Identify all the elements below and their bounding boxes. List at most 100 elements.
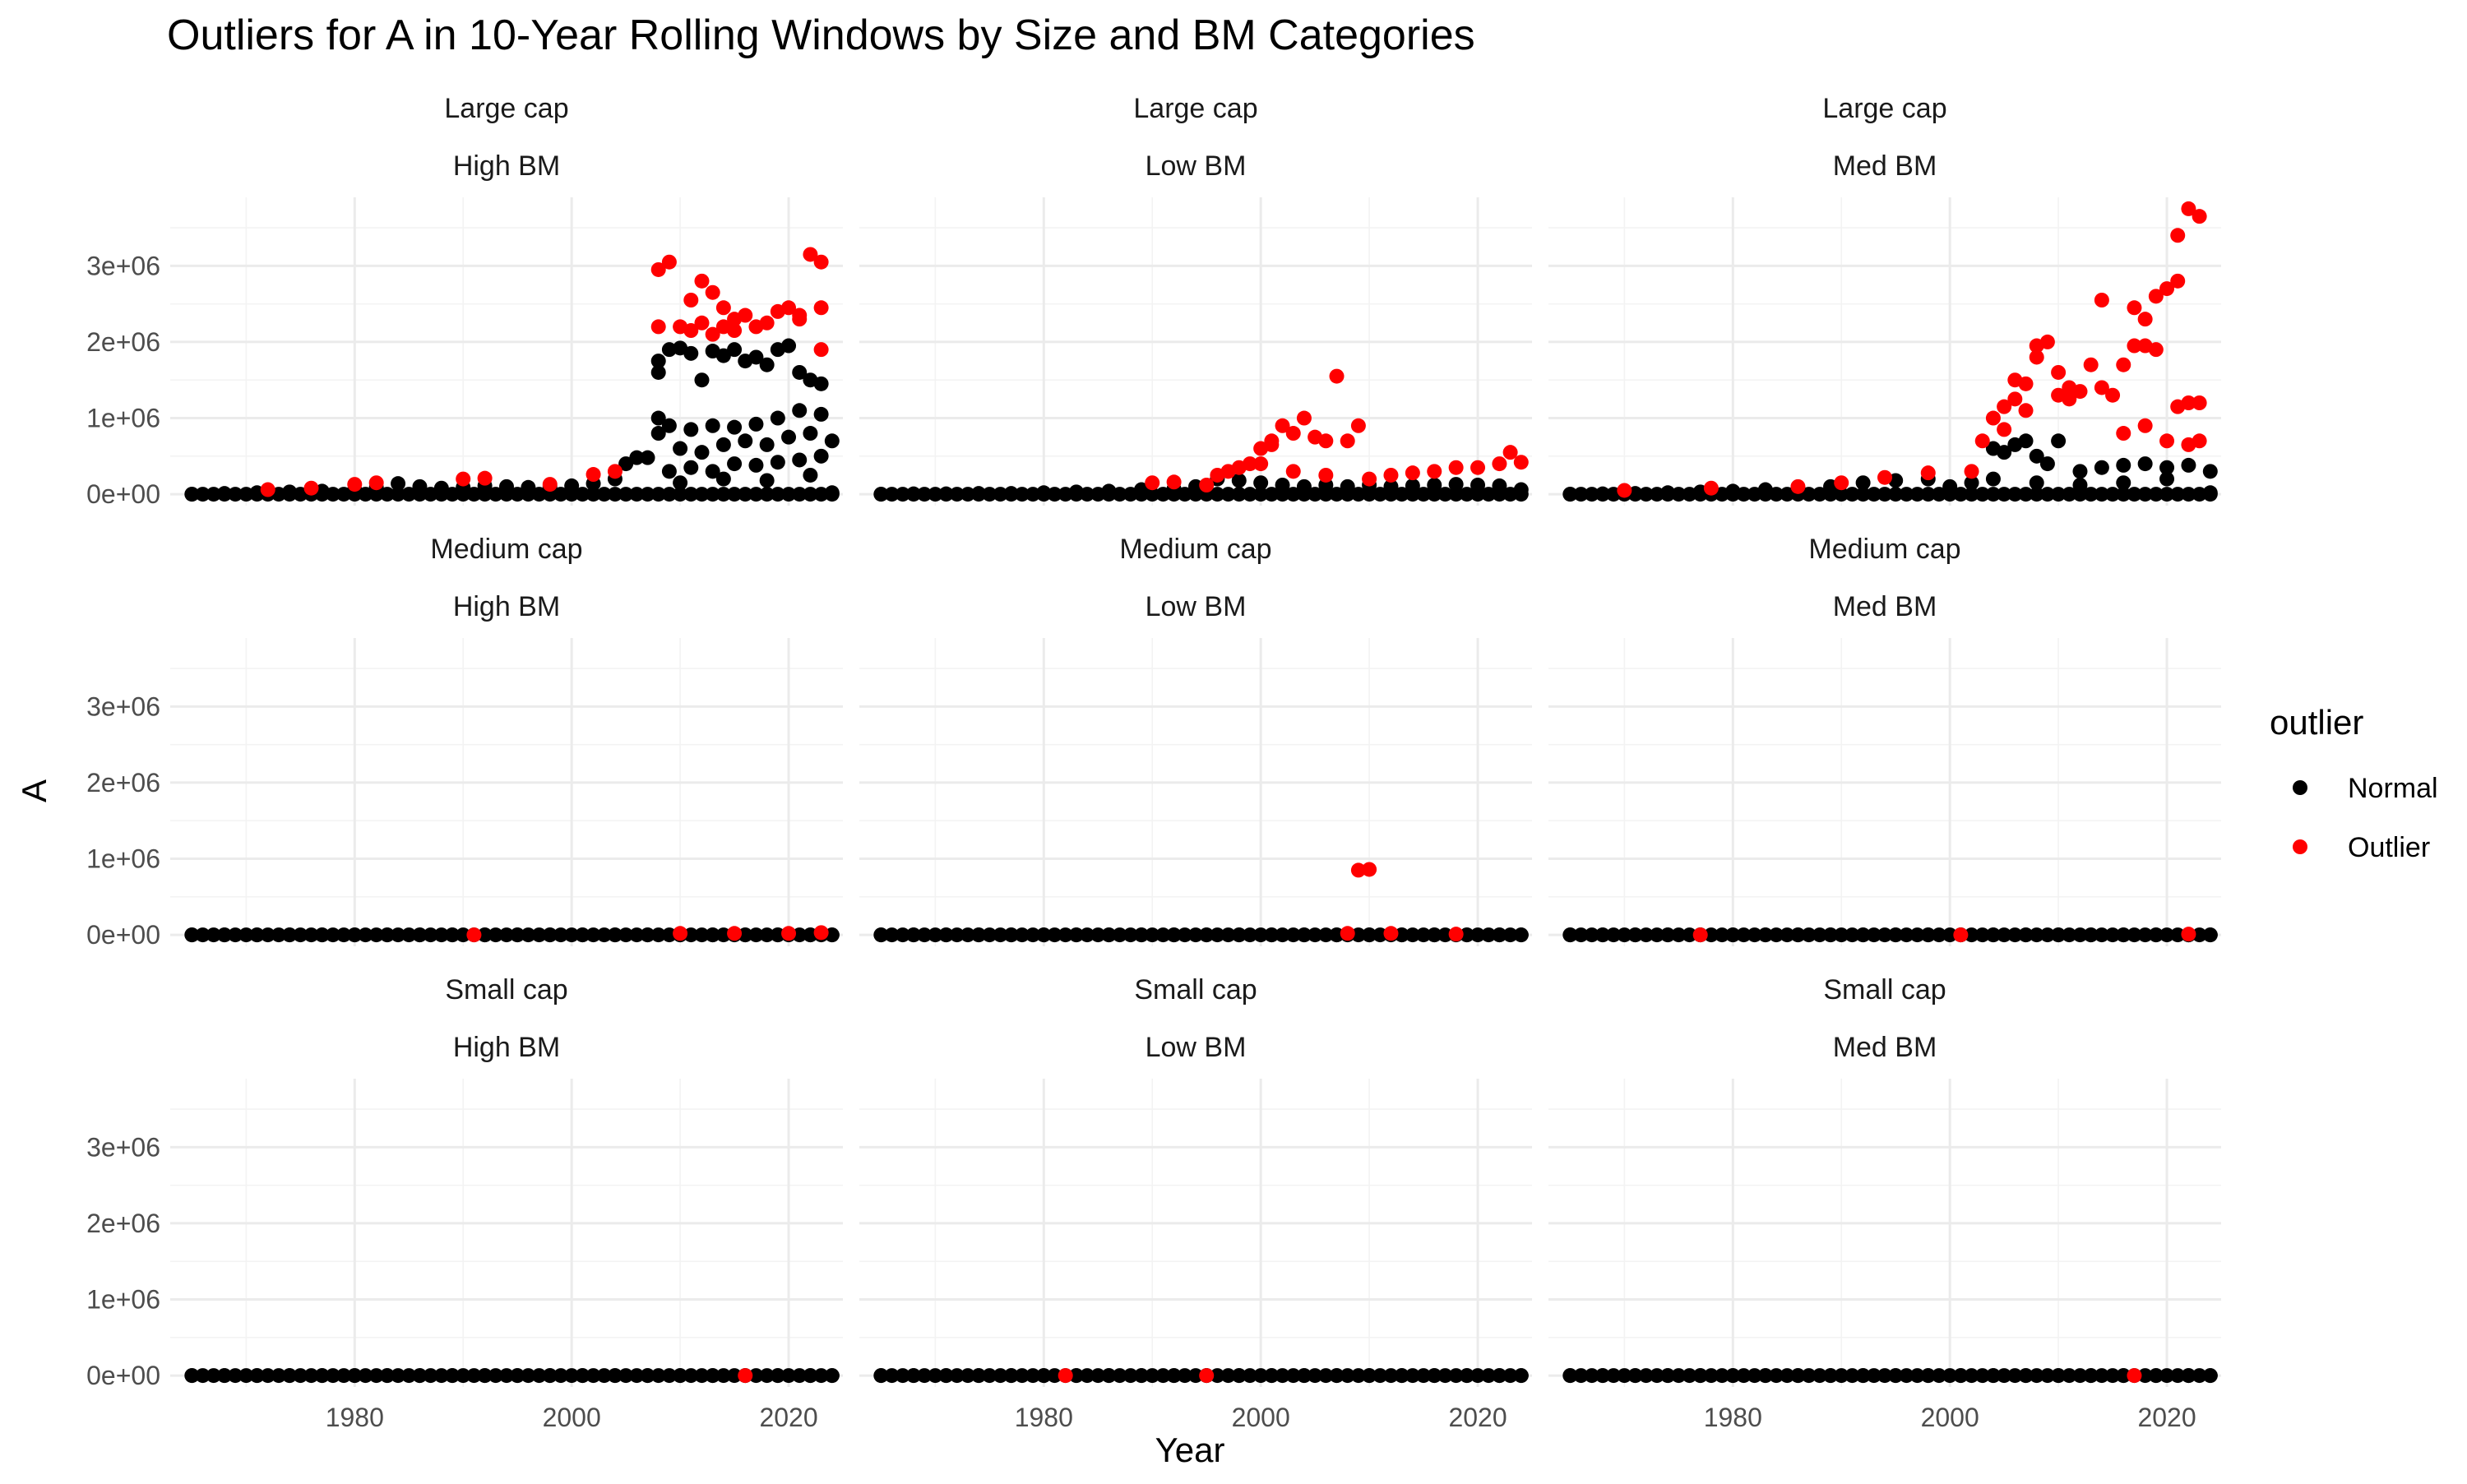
data-point-normal [466,1368,482,1384]
data-point-outlier [803,247,818,262]
data-point-normal [249,1368,265,1384]
data-point-normal [738,433,753,449]
data-point-normal [2051,433,2067,449]
data-point-normal [1606,1368,1622,1384]
data-point-normal [596,487,612,502]
data-point-normal [673,441,688,456]
data-point-normal [993,1368,1008,1384]
x-tick-label: 1980 [326,1403,384,1432]
y-tick-label: 0e+00 [86,1361,160,1390]
data-point-normal [2018,487,2034,502]
data-point-normal [206,1368,221,1384]
panel-large-cap-med-bm: Large cap Med BM [1548,93,2221,506]
data-point-normal [1166,927,1182,943]
data-point-outlier [727,926,743,941]
data-point-outlier [1692,927,1708,943]
data-point-normal [1997,487,2012,502]
data-point-normal [1350,927,1366,943]
data-point-normal [325,927,340,943]
data-point-normal [650,364,666,380]
data-point-outlier [1877,469,1892,485]
data-point-normal [715,927,731,943]
data-point-normal [813,376,829,391]
data-point-normal [748,487,764,502]
data-point-normal [770,927,785,943]
strip-label-bm: Low BM [1146,150,1247,182]
x-axis-title: Year [1155,1431,1225,1469]
data-point-normal [2181,1368,2196,1384]
data-point-normal [423,1368,438,1384]
data-point-normal [607,487,623,502]
data-point-normal [1671,927,1687,943]
data-point-normal [759,473,775,488]
data-point-normal [1308,927,1323,943]
data-point-normal [2127,927,2142,943]
data-point-normal [1899,927,1914,943]
y-axis-title: A [15,779,53,802]
data-point-normal [949,487,965,502]
data-point-outlier [2039,334,2055,349]
data-point-normal [1627,1368,1643,1384]
data-point-outlier [1318,467,1334,483]
data-point-outlier [1448,460,1464,475]
data-point-normal [629,450,645,465]
series-outlier [1692,927,2196,943]
data-point-normal [618,1368,634,1384]
data-point-outlier [650,319,666,335]
data-point-normal [1855,1368,1871,1384]
data-point-normal [1747,1368,1762,1384]
data-point-outlier [2094,293,2109,307]
data-point-normal [1383,1368,1399,1384]
data-point-normal [1595,927,1610,943]
data-point-normal [781,429,797,445]
data-point-normal [2202,1368,2218,1384]
data-point-normal [564,1368,580,1384]
data-point-outlier [2192,395,2207,410]
data-point-normal [1285,1368,1301,1384]
legend-key-outlier [2293,839,2307,854]
panel-medium-cap-med-bm: Medium cap Med BM [1548,534,2221,946]
series-normal [184,1368,840,1384]
data-point-normal [314,1368,330,1384]
data-point-normal [1812,487,1827,502]
minor-gridlines [1548,197,2221,506]
data-point-normal [905,927,921,943]
data-point-normal [1844,927,1860,943]
data-point-normal [960,487,975,502]
data-point-outlier [1427,464,1442,479]
data-point-normal [824,433,840,449]
data-point-outlier [1953,927,1969,943]
data-point-normal [249,927,265,943]
data-point-normal [1448,477,1464,492]
data-point-normal [1513,1368,1529,1384]
minor-gridlines [1548,1079,2221,1387]
data-point-normal [759,927,775,943]
data-point-normal [510,1368,525,1384]
data-point-normal [1036,1368,1052,1384]
data-point-normal [445,927,461,943]
data-point-normal [2105,927,2121,943]
data-point-normal [905,486,921,502]
data-point-normal [694,487,710,502]
data-point-normal [1855,475,1871,491]
data-point-normal [1014,927,1030,943]
data-point-outlier [1166,474,1182,490]
data-point-normal [1638,927,1654,943]
data-point-normal [282,927,298,943]
data-point-normal [1427,478,1442,492]
data-point-normal [1416,487,1432,502]
data-point-outlier [477,470,493,486]
series-normal [1562,433,2218,502]
y-tick-label: 3e+06 [86,251,160,280]
data-point-normal [1481,1368,1497,1384]
data-point-normal [2192,487,2207,502]
data-point-normal [238,927,254,943]
data-point-outlier [607,464,623,479]
data-point-normal [1427,1368,1442,1384]
data-point-outlier [673,926,688,941]
data-point-normal [803,1368,818,1384]
data-point-normal [368,1368,384,1384]
data-point-normal [1834,927,1849,943]
data-point-normal [282,484,298,500]
data-point-normal [325,1368,340,1384]
